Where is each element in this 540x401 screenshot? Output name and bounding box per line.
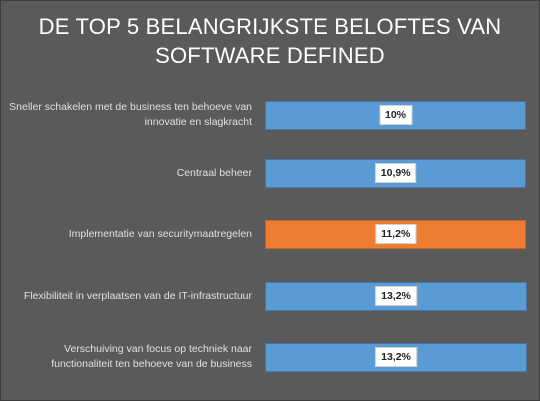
data-label: 13,2% xyxy=(375,347,417,367)
category-label-line: Centraal beheer xyxy=(176,166,252,179)
bar: 10% xyxy=(265,100,527,130)
data-label: 11,2% xyxy=(375,224,417,244)
category-label-line: Flexibiliteit in verplaatsen van de IT-i… xyxy=(23,289,252,302)
category-label: Verschuiving van focus op techniek naar f… xyxy=(0,337,252,377)
category-label: Implementatie van securitymaatregelen xyxy=(0,214,252,254)
bar-highlighted: 11,2% xyxy=(265,219,527,249)
category-label-line: functionaliteit ten behoeve van de busin… xyxy=(51,358,252,370)
bar: 13,2% xyxy=(265,281,527,311)
category-label-line: Sneller schakelen met de business ten be… xyxy=(9,101,252,113)
category-label-line: Verschuiving van focus op techniek naar xyxy=(64,343,252,355)
chart-title-line-1: DE TOP 5 BELANGRIJKSTE BELOFTES VAN xyxy=(38,14,502,39)
chart-title: DE TOP 5 BELANGRIJKSTE BELOFTES VAN SOFT… xyxy=(0,12,540,70)
category-label-line: innovatie en slagkracht xyxy=(144,116,252,128)
data-label: 10,9% xyxy=(374,163,417,183)
category-label: Sneller schakelen met de business ten be… xyxy=(0,95,252,135)
category-label-line: Implementatie van securitymaatregelen xyxy=(68,227,252,240)
bar: 10,9% xyxy=(265,158,527,188)
category-label: Centraal beheer xyxy=(0,153,252,193)
chart-title-line-2: SOFTWARE DEFINED xyxy=(155,43,385,68)
bar: 13,2% xyxy=(265,342,527,372)
data-label: 10% xyxy=(379,105,413,125)
category-label: Flexibiliteit in verplaatsen van de IT-i… xyxy=(0,276,252,316)
data-label: 13,2% xyxy=(375,286,417,306)
